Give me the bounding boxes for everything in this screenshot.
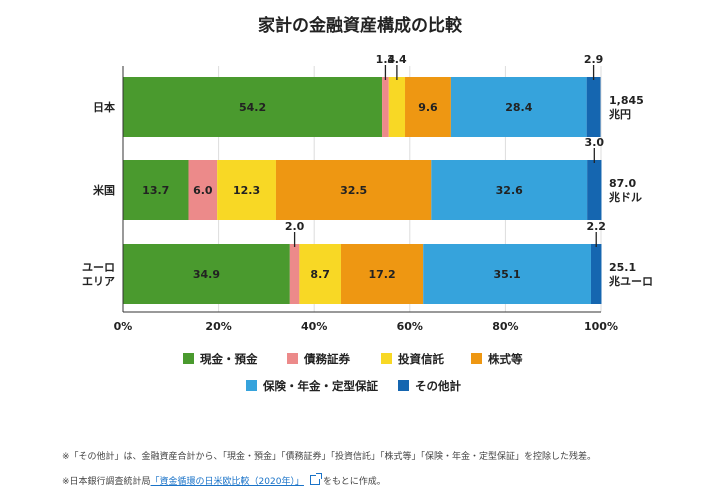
data-label: 2.0 xyxy=(285,220,305,233)
external-link-icon xyxy=(309,473,322,485)
bar-segment xyxy=(275,160,432,220)
total-value: 25.1 xyxy=(609,261,636,274)
x-tick-label: 100% xyxy=(584,320,618,333)
data-label: 12.3 xyxy=(233,184,260,197)
x-tick-label: 60% xyxy=(397,320,423,333)
bar-segment xyxy=(590,244,602,304)
bar-segment xyxy=(123,160,189,220)
data-label: 17.2 xyxy=(369,268,396,281)
x-tick-label: 80% xyxy=(492,320,518,333)
bar-segment xyxy=(123,244,290,304)
footnote-source: ※日本銀行調査統計局「資金循環の日米欧比較（2020年）」 をもとに作成。 xyxy=(62,473,386,487)
total-unit: 兆ユーロ xyxy=(609,274,653,288)
total-value: 1,845 xyxy=(609,94,644,107)
data-label: 32.6 xyxy=(496,184,523,197)
bar-segment xyxy=(217,160,276,220)
data-label: 2.9 xyxy=(584,53,604,66)
data-label: 3.4 xyxy=(387,53,407,66)
x-tick-label: 0% xyxy=(114,320,133,333)
legend-label: 保険・年金・定型保証 xyxy=(262,379,378,393)
category-label: エリア xyxy=(82,275,115,288)
data-label: 54.2 xyxy=(239,101,266,114)
category-label: ユーロ xyxy=(82,261,115,274)
footnote-source-suffix: をもとに作成。 xyxy=(322,477,386,487)
bar-segment xyxy=(289,244,300,304)
footnote-other: ※「その他計」は、金融資産合計から、「現金・預金」「債務証券」「投資信託」「株式… xyxy=(62,449,596,462)
x-tick-label: 40% xyxy=(301,320,327,333)
bar-segment xyxy=(431,160,588,220)
data-label: 1.4 xyxy=(376,53,396,66)
x-tick-label: 20% xyxy=(205,320,231,333)
bar-segment xyxy=(450,77,587,137)
bar-segment xyxy=(586,77,601,137)
data-label: 35.1 xyxy=(494,268,521,281)
legend-label: 株式等 xyxy=(488,352,523,366)
legend-swatch xyxy=(246,380,257,391)
data-label: 8.7 xyxy=(310,268,330,281)
data-label: 9.6 xyxy=(418,101,438,114)
legend-swatch xyxy=(381,353,392,364)
data-label: 6.0 xyxy=(193,184,213,197)
data-label: 32.5 xyxy=(340,184,367,197)
bar-segment xyxy=(388,77,406,137)
bar-segment xyxy=(423,244,591,304)
legend-label: 投資信託 xyxy=(398,352,444,366)
total-unit: 兆円 xyxy=(609,107,631,121)
legend-label: 債務証券 xyxy=(303,352,350,366)
footnote-source-prefix: ※日本銀行調査統計局 xyxy=(62,477,151,487)
bar-segment xyxy=(188,160,218,220)
legend-swatch xyxy=(471,353,482,364)
bar-segment xyxy=(299,244,341,304)
data-label: 13.7 xyxy=(142,184,169,197)
category-label: 米国 xyxy=(92,183,115,197)
category-label: 日本 xyxy=(93,100,115,114)
legend-label: 現金・預金 xyxy=(200,352,258,366)
data-label: 3.0 xyxy=(585,136,605,149)
data-label: 28.4 xyxy=(505,101,532,114)
bar-segment xyxy=(123,77,383,137)
legend-swatch xyxy=(287,353,298,364)
total-unit: 兆ドル xyxy=(609,190,642,204)
legend-swatch xyxy=(398,380,409,391)
legend-swatch xyxy=(183,353,194,364)
source-link[interactable]: 「資金循環の日米欧比較（2020年）」 xyxy=(150,477,304,487)
total-value: 87.0 xyxy=(609,177,636,190)
footnote-other-text: ※「その他計」は、金融資産合計から、「現金・預金」「債務証券」「投資信託」「株式… xyxy=(62,452,597,462)
bar-segment xyxy=(340,244,424,304)
chart-title: 家計の金融資産構成の比較 xyxy=(258,15,463,36)
legend-label: その他計 xyxy=(415,379,461,393)
bar-segment xyxy=(587,160,602,220)
data-label: 34.9 xyxy=(193,268,220,281)
bar-segment xyxy=(382,77,389,137)
bar-segment xyxy=(405,77,451,137)
data-label: 2.2 xyxy=(586,220,606,233)
